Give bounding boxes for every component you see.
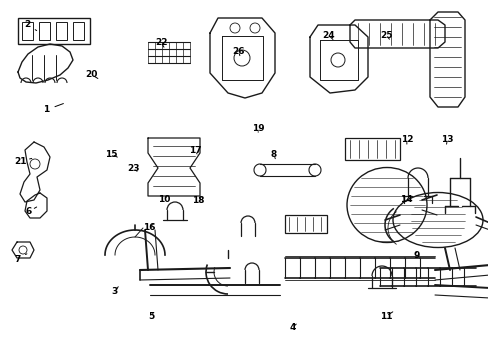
- Bar: [285, 215, 326, 233]
- Text: 18: 18: [191, 197, 204, 205]
- Text: 13: 13: [440, 135, 453, 144]
- Text: 16: 16: [142, 223, 155, 232]
- Text: 19: 19: [251, 124, 264, 133]
- Text: 12: 12: [400, 135, 412, 144]
- Text: 22: 22: [155, 38, 167, 47]
- Text: 15: 15: [105, 150, 118, 158]
- Text: 10: 10: [157, 195, 170, 204]
- Text: 14: 14: [399, 195, 411, 204]
- Text: 1: 1: [43, 104, 63, 114]
- Text: 11: 11: [379, 311, 392, 320]
- Bar: [56, 22, 67, 40]
- Text: 6: 6: [25, 207, 37, 216]
- Bar: [18, 18, 90, 44]
- Bar: [22, 22, 33, 40]
- Text: 20: 20: [85, 71, 98, 79]
- Bar: [345, 138, 399, 160]
- Text: 21: 21: [14, 157, 32, 166]
- Text: 17: 17: [189, 146, 202, 155]
- Text: 24: 24: [322, 31, 334, 40]
- Text: 5: 5: [148, 312, 154, 321]
- Text: 3: 3: [112, 287, 118, 296]
- Text: 8: 8: [270, 150, 276, 159]
- Text: 2: 2: [24, 20, 37, 31]
- Text: 9: 9: [412, 251, 419, 260]
- Bar: [73, 22, 84, 40]
- Text: 25: 25: [379, 31, 392, 40]
- Text: 26: 26: [232, 46, 244, 56]
- Text: 7: 7: [14, 254, 27, 264]
- Bar: [39, 22, 50, 40]
- Text: 4: 4: [288, 323, 296, 332]
- Text: 23: 23: [126, 164, 139, 173]
